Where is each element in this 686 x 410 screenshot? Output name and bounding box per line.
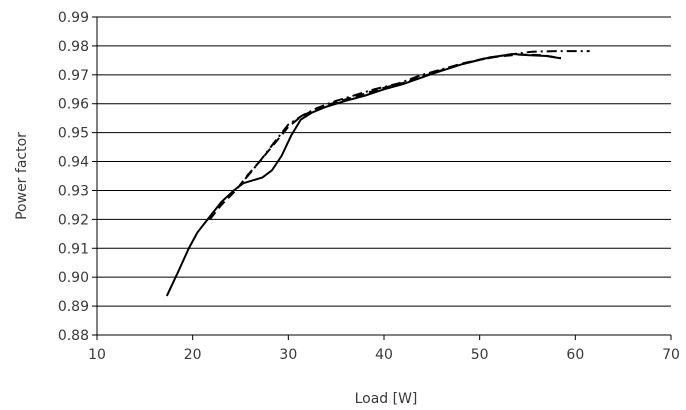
y-tick-label: 0.88 <box>58 328 89 344</box>
y-tick-label: 0.94 <box>58 155 89 171</box>
y-tick-label: 0.89 <box>58 299 89 315</box>
series-lines <box>165 50 590 297</box>
gridlines <box>97 16 671 336</box>
y-tick-label: 0.95 <box>58 126 89 142</box>
x-tick-labels: 10 20 30 40 50 60 70 <box>88 347 680 363</box>
y-tick-label: 0.99 <box>58 10 89 26</box>
x-tick-label: 20 <box>184 347 202 363</box>
y-tick-label: 0.91 <box>58 241 89 257</box>
x-tick-label: 50 <box>471 347 489 363</box>
y-tick-labels: 0.88 0.89 0.90 0.91 0.92 0.93 0.94 0.95 0.96 0.97… <box>58 10 89 344</box>
axes <box>92 16 672 340</box>
x-tick-label: 30 <box>279 347 297 363</box>
series-line-dash-dot <box>244 50 590 180</box>
x-tick-label: 40 <box>375 347 393 363</box>
y-tick-label: 0.93 <box>58 183 89 199</box>
y-tick-label: 0.90 <box>58 270 89 286</box>
y-axis-title: Power factor <box>14 132 30 220</box>
y-tick-label: 0.92 <box>58 212 89 228</box>
x-tick-label: 70 <box>662 347 680 363</box>
x-tick-label: 60 <box>566 347 584 363</box>
x-tick-label: 10 <box>88 347 106 363</box>
x-axis-title: Load [W] <box>355 391 418 407</box>
y-tick-label: 0.97 <box>58 68 89 84</box>
series-line-dashed <box>209 53 562 220</box>
y-tick-label: 0.98 <box>58 39 89 55</box>
series-line-solid <box>165 53 562 297</box>
y-tick-label: 0.96 <box>58 97 89 113</box>
